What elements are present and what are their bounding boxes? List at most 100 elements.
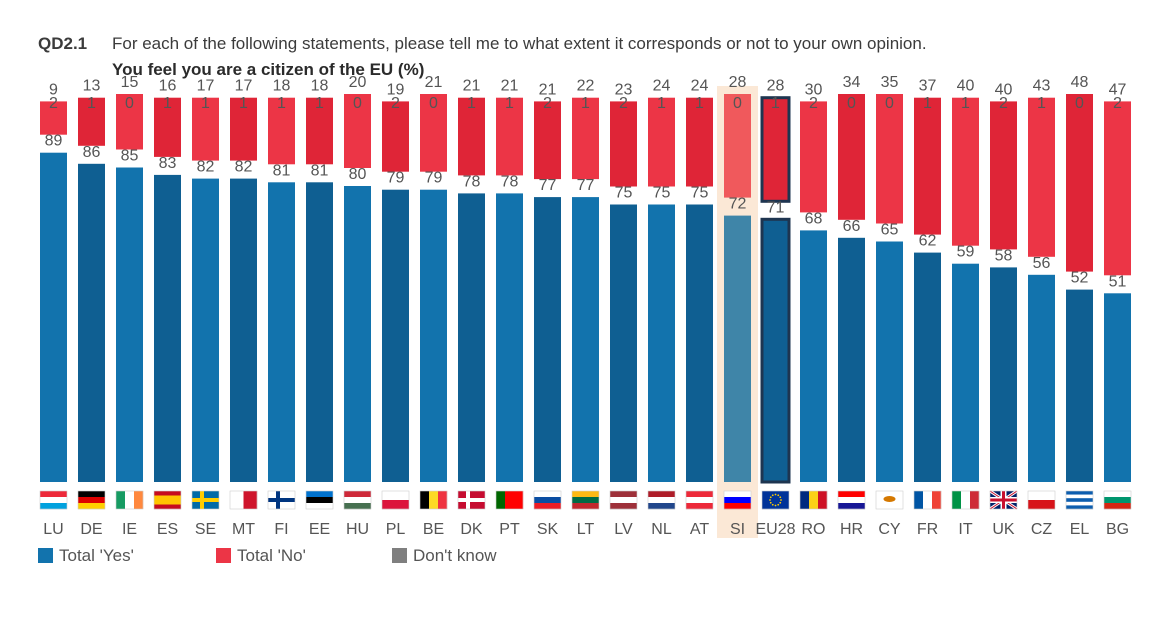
category-label: RO [802,521,826,538]
label-yes: 59 [957,244,975,261]
bar-no [192,97,219,161]
label-dk: 1 [467,95,476,112]
category-label: FI [274,521,288,538]
flag-icon [457,490,486,510]
label-yes: 81 [273,162,291,179]
label-yes: 75 [615,185,633,202]
category-label: SK [537,521,559,538]
bar-no [724,94,751,198]
label-dk: 1 [695,95,704,112]
flag-icon [837,490,866,510]
bar-yes [306,182,333,483]
bar-no [458,97,485,176]
flag-icon [951,490,980,510]
bar-yes [40,152,67,482]
flag-icon [153,490,182,510]
bar-yes [458,193,485,482]
flag-icon [39,490,68,510]
category-label: HU [346,521,369,538]
question-text: For each of the following statements, pl… [112,34,927,53]
flag-icon [723,490,752,510]
flag-icon [799,490,828,510]
flag-icon [989,489,1018,511]
label-no: 22 [577,78,595,95]
label-yes: 77 [577,177,595,194]
category-label: EU28 [755,521,795,538]
label-yes: 78 [463,173,481,190]
label-dk: 2 [619,95,628,112]
flag-icon [419,490,448,510]
label-dk: 2 [543,95,552,112]
bar-no [838,94,865,220]
flag-icon [1103,490,1132,510]
label-yes: 89 [45,133,63,150]
bar-yes [800,230,827,482]
label-yes: 82 [235,159,253,176]
category-label: FR [917,521,938,538]
flag-icon [875,490,904,510]
label-no: 28 [767,78,785,95]
bar-no [1028,97,1055,257]
label-yes: 66 [843,218,861,235]
bar-no [306,97,333,165]
category-label: BG [1106,521,1129,538]
bar-yes [1104,293,1131,482]
bar-no [1104,101,1131,276]
label-yes: 71 [767,199,785,216]
label-no: 48 [1071,74,1089,91]
bar-no [1066,94,1093,272]
flag-icon [1027,490,1056,510]
bar-no [876,94,903,224]
label-dk: 1 [923,95,932,112]
stacked-bar-chart: 2899186130851518316182171821718118181180… [39,74,1132,538]
flag-icon [229,490,258,510]
label-yes: 52 [1071,270,1089,287]
bar-no [800,101,827,213]
flag-icon [533,490,562,510]
label-yes: 56 [1033,255,1051,272]
label-dk: 2 [999,95,1008,112]
label-no: 21 [501,78,519,95]
bar-no [116,94,143,150]
label-yes: 75 [653,185,671,202]
bar-no [230,97,257,161]
label-dk: 1 [315,95,324,112]
category-label: IT [958,521,972,538]
flag-icon [191,490,220,510]
bar-yes [268,182,295,483]
bar-yes [648,204,675,482]
bar-yes [1028,274,1055,482]
bar-no [154,97,181,157]
flag-icon [115,490,144,510]
bar-yes [534,197,561,482]
bar-no [610,101,637,187]
flag-icon [685,490,714,510]
label-no: 21 [463,78,481,95]
label-dk: 1 [961,95,970,112]
label-no: 43 [1033,78,1051,95]
bar-yes [990,267,1017,482]
bar-no [78,97,105,146]
label-yes: 85 [121,148,139,165]
bar-yes [686,204,713,482]
legend-label-yes: Total 'Yes' [59,546,134,565]
category-label: UK [992,521,1015,538]
label-yes: 79 [387,170,405,187]
label-no: 17 [197,78,215,95]
label-yes: 62 [919,233,937,250]
category-label: PT [499,521,520,538]
bar-yes [154,174,181,482]
bar-yes [1066,289,1093,482]
label-dk: 0 [353,95,362,112]
bar-no [572,97,599,180]
label-yes: 78 [501,173,519,190]
label-dk: 1 [581,95,590,112]
bar-no [990,101,1017,250]
label-dk: 0 [847,95,856,112]
bar-no [648,97,675,187]
label-no: 21 [539,81,557,98]
category-label: PL [386,521,406,538]
label-no: 21 [425,74,443,91]
label-no: 24 [653,78,671,95]
bar-yes [192,178,219,482]
